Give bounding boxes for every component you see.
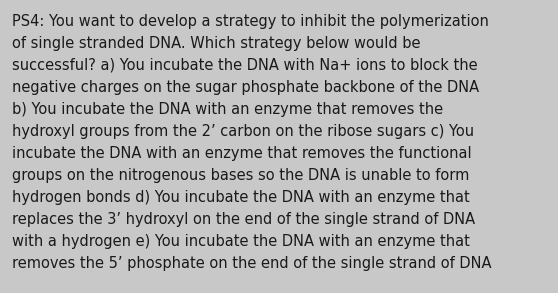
Text: replaces the 3’ hydroxyl on the end of the single strand of DNA: replaces the 3’ hydroxyl on the end of t… <box>12 212 475 227</box>
Text: hydrogen bonds d) You incubate the DNA with an enzyme that: hydrogen bonds d) You incubate the DNA w… <box>12 190 470 205</box>
Text: with a hydrogen e) You incubate the DNA with an enzyme that: with a hydrogen e) You incubate the DNA … <box>12 234 470 249</box>
Text: groups on the nitrogenous bases so the DNA is unable to form: groups on the nitrogenous bases so the D… <box>12 168 469 183</box>
Text: removes the 5’ phosphate on the end of the single strand of DNA: removes the 5’ phosphate on the end of t… <box>12 256 492 271</box>
Text: successful? a) You incubate the DNA with Na+ ions to block the: successful? a) You incubate the DNA with… <box>12 58 478 73</box>
Text: incubate the DNA with an enzyme that removes the functional: incubate the DNA with an enzyme that rem… <box>12 146 472 161</box>
Text: of single stranded DNA. Which strategy below would be: of single stranded DNA. Which strategy b… <box>12 36 421 51</box>
Text: negative charges on the sugar phosphate backbone of the DNA: negative charges on the sugar phosphate … <box>12 80 479 95</box>
Text: PS4: You want to develop a strategy to inhibit the polymerization: PS4: You want to develop a strategy to i… <box>12 14 489 29</box>
Text: b) You incubate the DNA with an enzyme that removes the: b) You incubate the DNA with an enzyme t… <box>12 102 443 117</box>
Text: hydroxyl groups from the 2’ carbon on the ribose sugars c) You: hydroxyl groups from the 2’ carbon on th… <box>12 124 474 139</box>
